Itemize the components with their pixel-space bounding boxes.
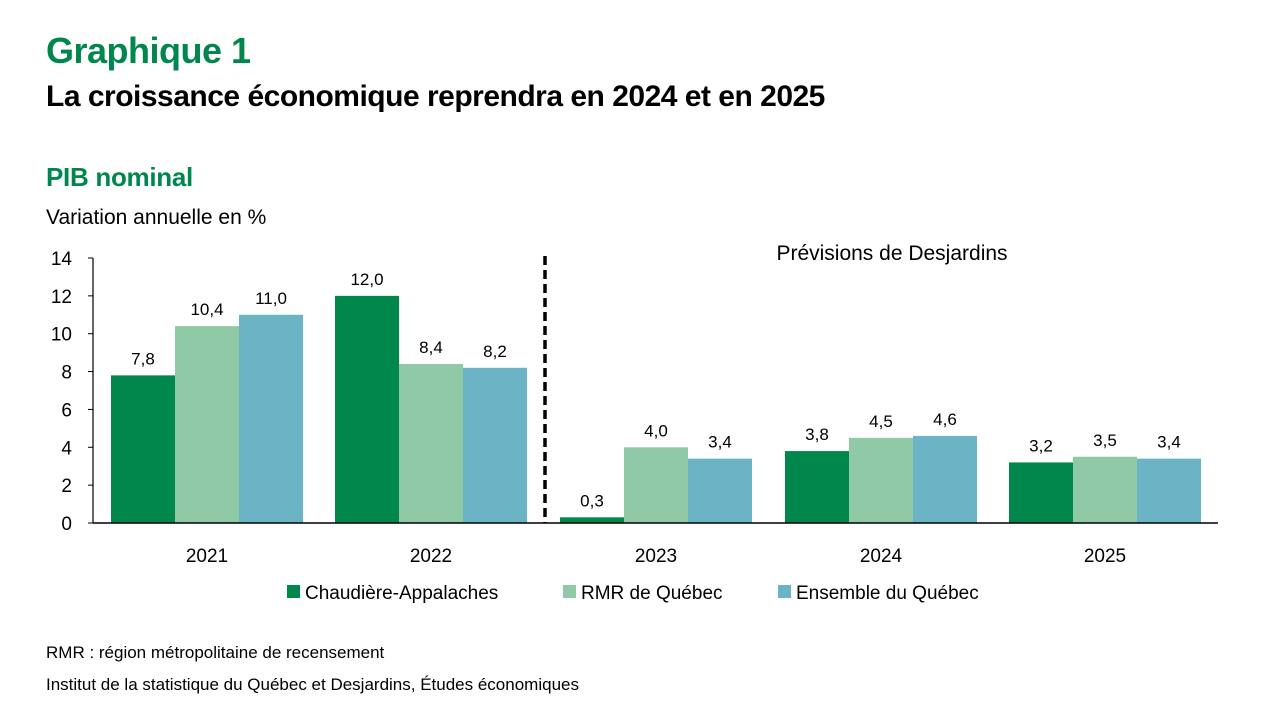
bar-2025-2	[1137, 458, 1201, 523]
data-label: 11,0	[255, 289, 287, 308]
legend-swatch-2	[778, 585, 791, 598]
legend-swatch-1	[563, 585, 576, 598]
bar-2025-1	[1073, 456, 1137, 523]
bar-2024-1	[849, 437, 913, 523]
bar-2023-2	[688, 458, 752, 523]
data-label: 3,2	[1029, 436, 1053, 455]
data-label: 12,0	[350, 270, 383, 289]
data-label: 10,4	[190, 300, 223, 319]
data-label: 8,4	[419, 338, 443, 357]
data-label: 3,5	[1093, 431, 1117, 450]
y-tick-label: 4	[61, 438, 72, 459]
x-tick-label: 2024	[860, 546, 903, 567]
bar-2022-0	[335, 295, 399, 523]
data-label: 4,5	[869, 412, 893, 431]
bar-2021-0	[111, 375, 175, 523]
x-tick-label: 2022	[410, 546, 452, 567]
x-tick-label: 2021	[186, 546, 228, 567]
footnote: RMR : région métropolitaine de recenseme…	[46, 643, 385, 662]
data-label: 7,8	[131, 349, 155, 368]
legend-label: Ensemble du Québec	[796, 583, 979, 604]
y-tick-label: 12	[51, 287, 72, 308]
data-label: 3,4	[708, 433, 732, 452]
data-label: 3,4	[1157, 433, 1181, 452]
source-note: Institut de la statistique du Québec et …	[46, 675, 579, 694]
x-tick-label: 2025	[1084, 546, 1126, 567]
bar-2023-1	[624, 447, 688, 523]
data-label: 4,0	[644, 421, 668, 440]
y-tick-label: 8	[61, 363, 72, 384]
bar-2021-2	[239, 314, 303, 523]
bar-2024-2	[913, 435, 977, 523]
y-axis-unit-label: Variation annuelle en %	[46, 206, 267, 229]
data-label: 0,3	[580, 491, 604, 510]
chart-title: La croissance économique reprendra en 20…	[46, 80, 825, 113]
chart-subtitle: PIB nominal	[46, 162, 193, 192]
bar-2022-2	[463, 367, 527, 523]
y-tick-label: 0	[61, 514, 72, 535]
y-tick-label: 10	[51, 325, 72, 346]
bar-2025-0	[1009, 462, 1073, 523]
forecast-annotation: Prévisions de Desjardins	[776, 242, 1007, 265]
y-tick-label: 6	[61, 400, 72, 421]
bar-2024-0	[785, 451, 849, 523]
data-label: 8,2	[483, 342, 507, 361]
bar-2022-1	[399, 364, 463, 523]
x-tick-label: 2023	[635, 546, 677, 567]
data-label: 3,8	[805, 425, 829, 444]
figure-label: Graphique 1	[46, 30, 251, 71]
bar-2021-1	[175, 326, 239, 523]
y-tick-label: 14	[51, 249, 73, 270]
bar-2023-0	[560, 517, 624, 523]
y-tick-label: 2	[61, 476, 72, 497]
legend-label: Chaudière-Appalaches	[305, 583, 498, 604]
legend-swatch-0	[287, 585, 300, 598]
data-label: 4,6	[933, 410, 957, 429]
legend-label: RMR de Québec	[581, 583, 723, 604]
